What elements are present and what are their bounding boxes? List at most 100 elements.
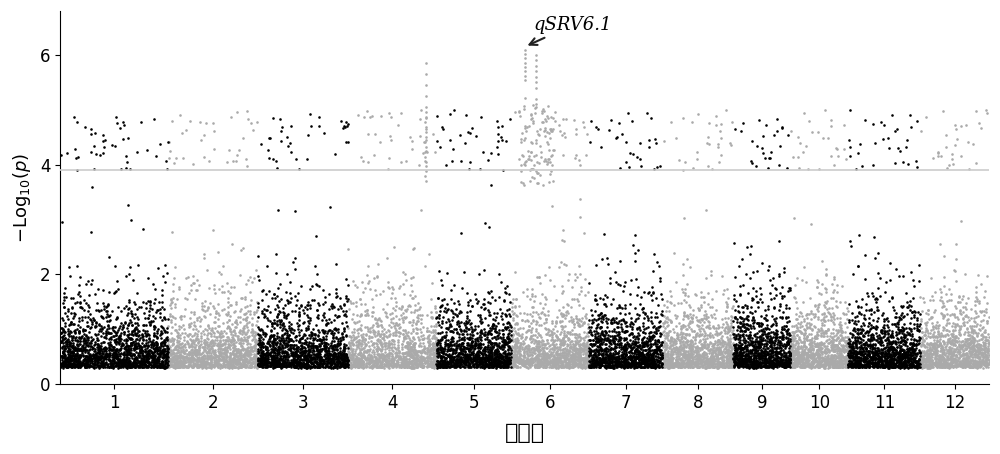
Point	[825, 346, 841, 353]
Point	[696, 344, 712, 351]
Point	[127, 319, 143, 326]
Point	[735, 345, 751, 353]
Point	[720, 327, 736, 335]
Point	[344, 361, 360, 369]
Point	[518, 348, 534, 355]
Point	[143, 340, 159, 348]
Point	[594, 350, 610, 358]
Point	[654, 351, 670, 359]
Point	[829, 353, 845, 360]
Point	[848, 358, 864, 365]
Point	[713, 349, 729, 356]
Point	[570, 338, 586, 345]
Point	[739, 346, 755, 354]
Point	[933, 332, 949, 340]
Point	[708, 353, 724, 360]
Point	[663, 361, 679, 368]
Point	[622, 355, 638, 363]
Point	[77, 123, 93, 130]
Point	[693, 344, 709, 351]
Point	[598, 328, 614, 335]
Point	[372, 354, 388, 361]
Point	[94, 325, 110, 332]
Point	[728, 297, 744, 305]
Point	[698, 364, 714, 371]
Point	[95, 357, 111, 365]
Point	[640, 316, 656, 323]
Point	[951, 341, 967, 349]
Point	[61, 342, 77, 350]
Point	[917, 320, 933, 327]
Point	[678, 361, 694, 368]
Point	[330, 340, 346, 348]
Point	[450, 353, 466, 360]
Point	[537, 349, 553, 356]
Point	[65, 349, 81, 356]
Point	[678, 354, 694, 361]
Point	[580, 355, 596, 362]
Point	[315, 359, 331, 366]
Point	[698, 206, 714, 213]
Point	[251, 360, 267, 368]
Point	[72, 299, 88, 306]
Point	[338, 351, 354, 358]
Point	[784, 334, 800, 341]
Point	[221, 336, 237, 343]
Point	[568, 360, 584, 367]
Point	[368, 354, 384, 361]
Point	[955, 341, 971, 348]
Point	[861, 361, 877, 369]
Point	[150, 354, 166, 361]
Point	[575, 320, 591, 327]
Point	[768, 326, 784, 334]
Point	[894, 361, 910, 369]
Point	[964, 349, 980, 356]
Point	[67, 350, 83, 357]
Point	[569, 345, 585, 353]
Point	[462, 333, 478, 340]
Point	[450, 359, 466, 366]
Point	[848, 320, 864, 327]
Point	[720, 359, 736, 366]
Point	[577, 364, 593, 371]
Point	[374, 343, 390, 350]
Point	[97, 333, 113, 340]
Point	[280, 345, 296, 353]
Point	[485, 356, 501, 364]
Point	[241, 356, 257, 364]
Point	[159, 359, 175, 366]
Point	[319, 357, 335, 365]
Point	[70, 290, 86, 297]
Point	[455, 358, 471, 365]
Point	[838, 355, 854, 363]
Point	[948, 332, 964, 339]
Point	[423, 357, 439, 365]
Point	[600, 346, 616, 353]
Point	[184, 363, 200, 370]
Point	[894, 361, 910, 368]
Point	[129, 319, 145, 326]
Point	[225, 347, 241, 354]
Point	[406, 364, 422, 371]
Point	[940, 361, 956, 369]
Point	[794, 356, 810, 364]
Point	[400, 351, 416, 358]
Point	[301, 363, 317, 370]
Point	[344, 315, 360, 322]
Point	[786, 363, 802, 370]
Point	[721, 346, 737, 353]
Point	[453, 361, 469, 368]
Point	[864, 363, 880, 370]
Point	[772, 289, 788, 296]
Point	[422, 347, 438, 354]
Point	[947, 341, 963, 349]
Point	[317, 344, 333, 351]
Point	[108, 316, 124, 323]
Point	[588, 297, 604, 304]
Point	[156, 315, 172, 322]
Point	[811, 341, 827, 349]
Point	[734, 361, 750, 369]
Point	[660, 363, 676, 370]
Point	[719, 357, 735, 365]
Point	[761, 359, 777, 366]
